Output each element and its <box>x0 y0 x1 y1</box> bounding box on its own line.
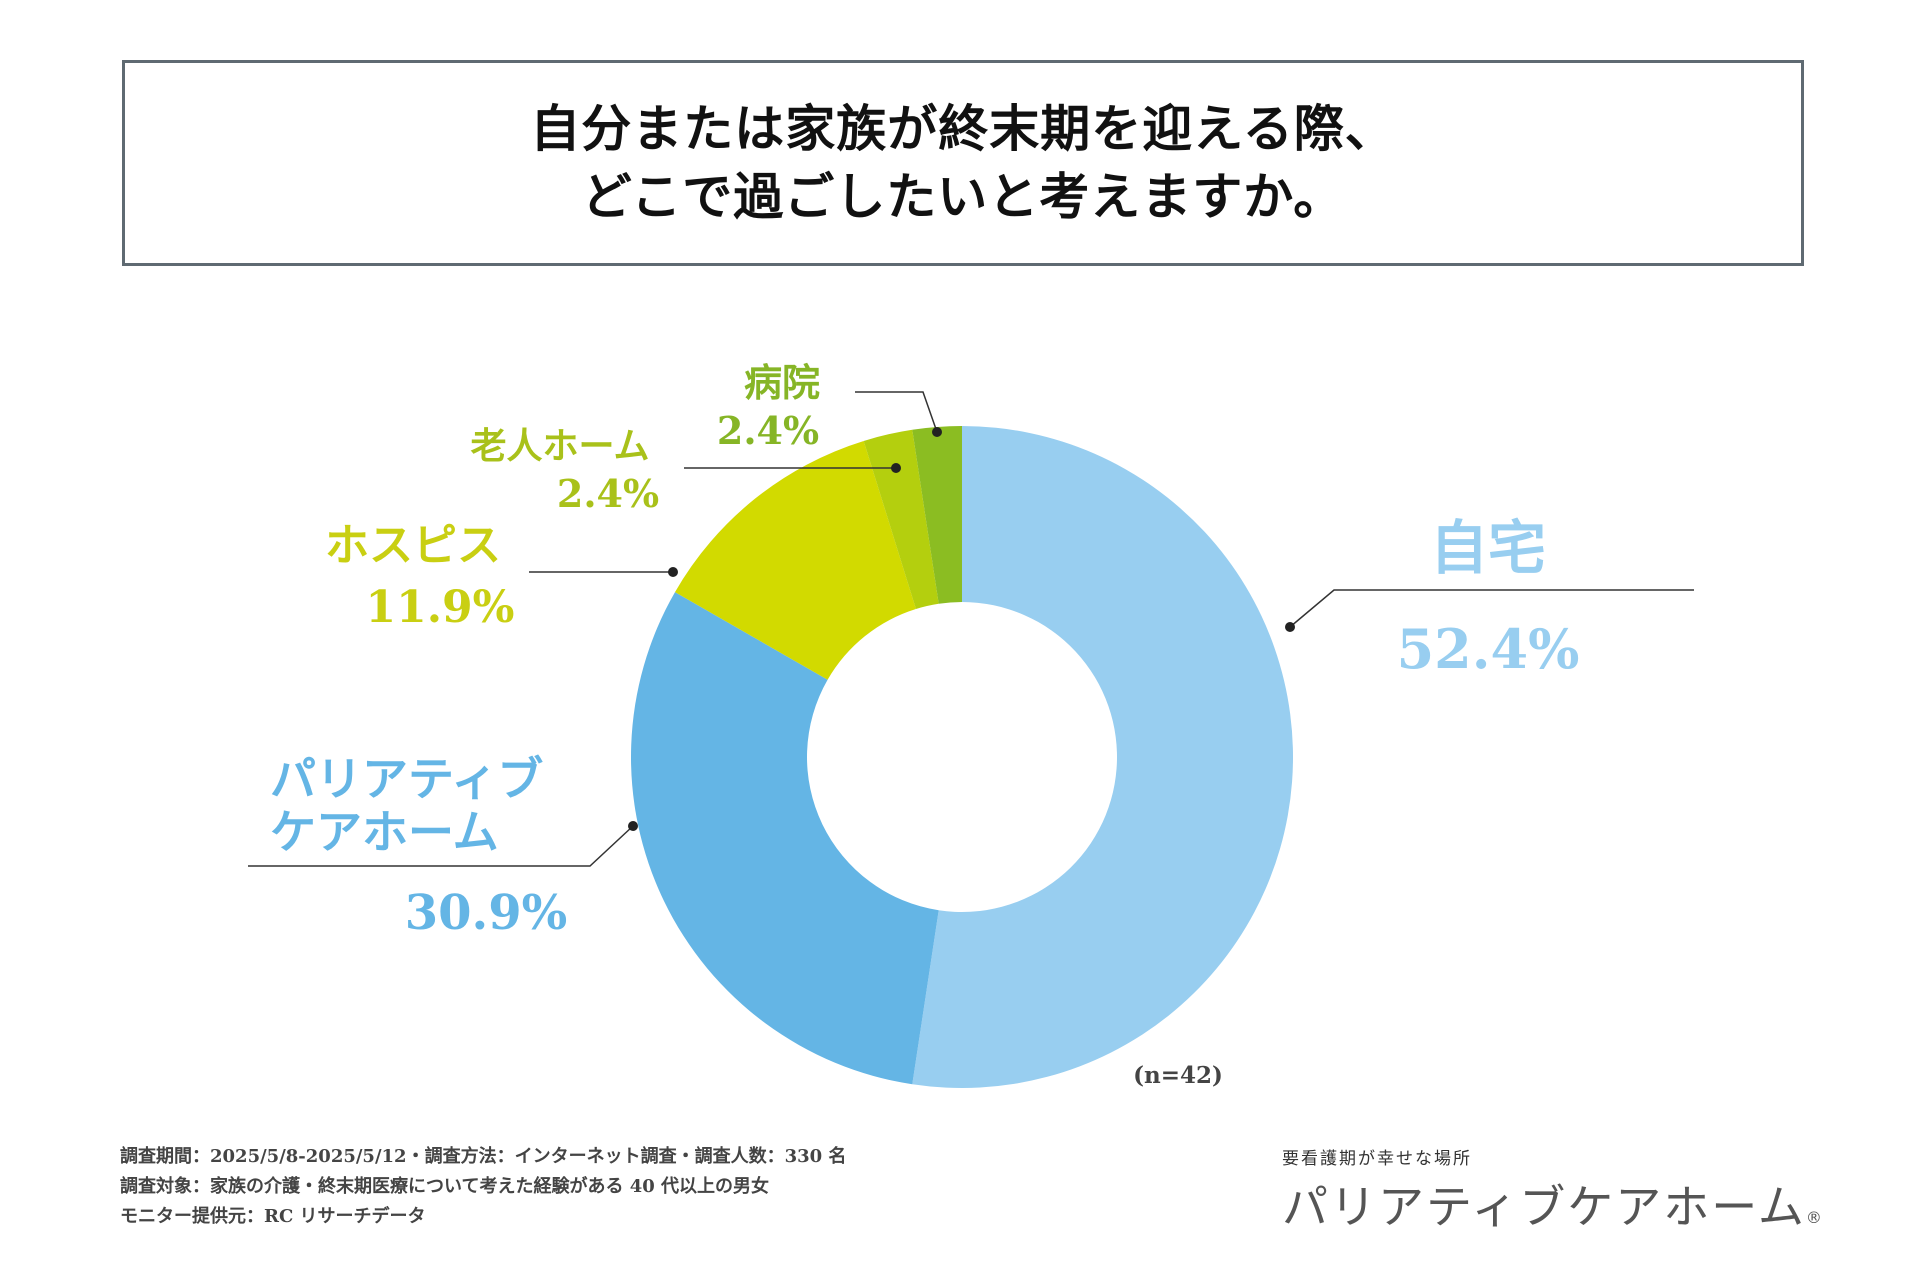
slice-palliative-care-home <box>630 592 939 1085</box>
label-hospice-pct: 11.9% <box>366 582 515 633</box>
label-home-pct: 52.4% <box>1397 617 1580 681</box>
title-line-1: 自分または家族が終末期を迎える際、 <box>530 99 1396 158</box>
leader-line-palliative <box>248 825 634 867</box>
survey-notes: 調査期間：2025/5/8-2025/5/12・調査方法：インターネット調査・調… <box>120 1142 846 1232</box>
leader-line-home <box>1289 589 1694 628</box>
label-palliative-pct: 30.9% <box>405 885 568 941</box>
leader-dots <box>628 427 1295 831</box>
survey-note-target: 調査対象：家族の介護・終末期医療について考えた経験がある 40 代以上の男女 <box>120 1176 770 1197</box>
brand-name-wrap: パリアティブケアホーム® <box>1282 1171 1824 1237</box>
leader-lines <box>248 391 1694 867</box>
label-hospital-name: 病院 <box>744 360 820 405</box>
leader-dot-palliative <box>628 821 638 831</box>
label-palliative-name-2: ケアホーム <box>270 805 499 859</box>
survey-note-source: モニター提供元：RC リサーチデータ <box>120 1206 426 1227</box>
brand-logo: 要看護期が幸せな場所 パリアティブケアホーム® <box>1282 1144 1824 1237</box>
label-nursing-home-pct: 2.4% <box>557 471 659 516</box>
label-palliative-name-1: パリアティブ <box>270 752 543 806</box>
slice-hospital <box>912 426 962 604</box>
leader-dot-hospital <box>932 427 942 437</box>
title-line-2: どこで過ごしたいと考えますか。 <box>581 167 1345 226</box>
survey-note-period: 調査期間：2025/5/8-2025/5/12・調査方法：インターネット調査・調… <box>120 1146 847 1167</box>
slice-hospice <box>674 440 916 680</box>
label-hospice-name: ホスピス <box>325 520 501 571</box>
brand-tagline: 要看護期が幸せな場所 <box>1282 1149 1472 1169</box>
leader-line-hospital <box>855 391 938 433</box>
label-nursing-home-name: 老人ホーム <box>471 425 650 467</box>
label-home-name: 自宅 <box>1430 514 1546 582</box>
leader-dot-nursing-home <box>891 463 901 473</box>
slice-nursing-home <box>863 429 939 609</box>
sample-size-note: (n=42) <box>1133 1062 1223 1089</box>
leader-dot-hospice <box>668 567 678 577</box>
leader-dot-home <box>1285 622 1295 632</box>
chart-slices <box>630 426 1293 1088</box>
label-hospital-pct: 2.4% <box>717 408 819 453</box>
slice-home <box>912 426 1293 1088</box>
brand-name: パリアティブケアホーム <box>1282 1180 1806 1234</box>
title-box: 自分または家族が終末期を迎える際、 どこで過ごしたいと考えますか。 <box>122 60 1804 266</box>
registered-mark: ® <box>1805 1208 1824 1227</box>
